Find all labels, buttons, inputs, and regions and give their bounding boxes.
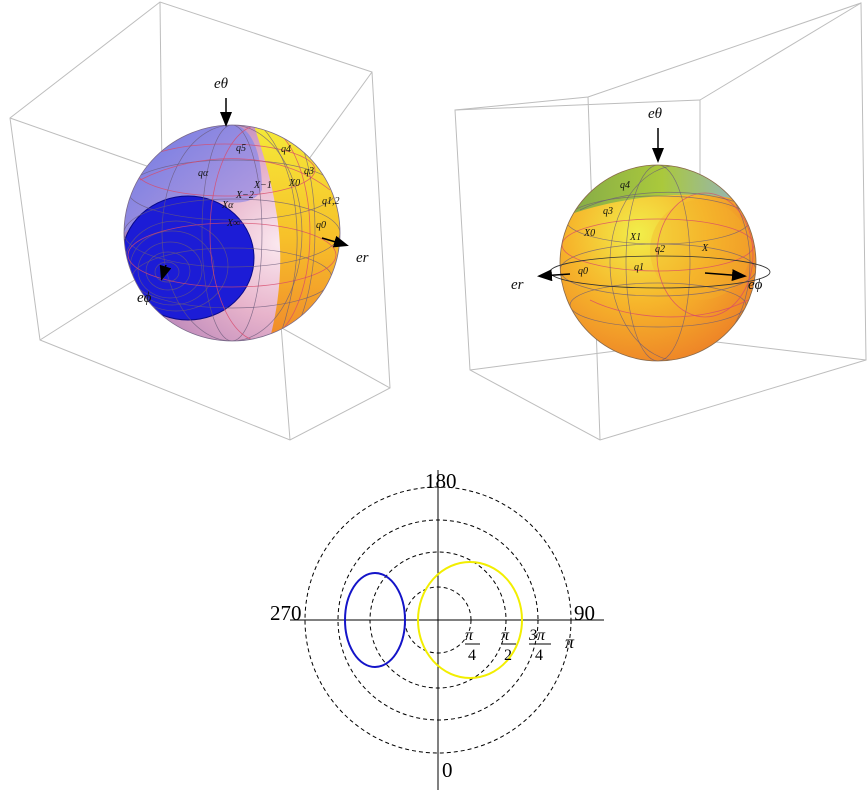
left-e-phi-arrow	[159, 264, 172, 281]
polar-plot: 180 90 0 270 π 4 π 2 3π 4 π	[270, 469, 604, 790]
right-e-phi-label: eϕ	[748, 277, 763, 293]
right-label-q3: q3	[603, 206, 613, 217]
angle-label-0: 0	[442, 758, 453, 782]
left-label-xm1: X−1	[253, 180, 272, 191]
radial-label-3pi-4: 3π 4	[528, 627, 551, 664]
left-label-xm2: X−2	[235, 190, 254, 201]
svg-text:π: π	[565, 632, 575, 652]
radial-label-pi-2: π 2	[501, 627, 516, 664]
right-e-phi-arrow	[704, 269, 747, 282]
right-label-x0: X0	[583, 228, 595, 239]
right-label-q0: q0	[578, 266, 588, 277]
right-label-x: X	[701, 243, 709, 254]
left-e-r-label: er	[356, 250, 369, 266]
left-label-q4: q4	[281, 144, 291, 155]
left-e-theta-label: eθ	[214, 76, 229, 92]
right-label-x1: X1	[629, 232, 641, 243]
svg-text:2: 2	[504, 647, 512, 664]
svg-text:4: 4	[468, 647, 476, 664]
left-3d-view: eθ er eϕ q5 q4 q3 q1,2 q0 qα X−1 X−2 X0 …	[9, 1, 391, 441]
left-e-phi-label: eϕ	[137, 290, 152, 306]
radial-label-pi-4: π 4	[465, 627, 480, 664]
left-label-xa: Xα	[221, 200, 234, 211]
left-label-q0: q0	[316, 220, 326, 231]
left-label-x0: X0	[288, 178, 300, 189]
angle-label-90: 90	[574, 601, 595, 625]
radial-label-pi: π	[565, 632, 575, 652]
left-label-q12: q1,2	[322, 196, 340, 207]
right-label-q1: q1	[634, 262, 644, 273]
right-3d-view: eθ er eϕ q4 q3 X0 X1 q2 q1 q0 X	[454, 2, 867, 441]
left-label-qa: qα	[198, 168, 209, 179]
left-e-r-arrow	[321, 235, 349, 248]
left-label-xinf: X∞	[226, 218, 240, 229]
svg-text:3π: 3π	[528, 627, 546, 644]
yellow-curve	[417, 561, 523, 679]
right-label-q4: q4	[620, 180, 630, 191]
svg-text:π: π	[501, 627, 510, 644]
right-e-r-label: er	[511, 277, 524, 293]
right-sphere	[549, 164, 771, 362]
angle-label-180: 180	[425, 469, 457, 493]
right-e-theta-label: eθ	[648, 106, 663, 122]
angle-label-270: 270	[270, 601, 302, 625]
left-label-q3: q3	[304, 166, 314, 177]
right-e-r-arrow	[537, 269, 571, 282]
right-label-q2: q2	[655, 244, 665, 255]
blue-curve	[344, 572, 406, 668]
left-sphere-yellow-region	[250, 125, 340, 338]
left-label-q5: q5	[236, 143, 246, 154]
svg-text:π: π	[465, 627, 474, 644]
svg-text:4: 4	[535, 647, 543, 664]
